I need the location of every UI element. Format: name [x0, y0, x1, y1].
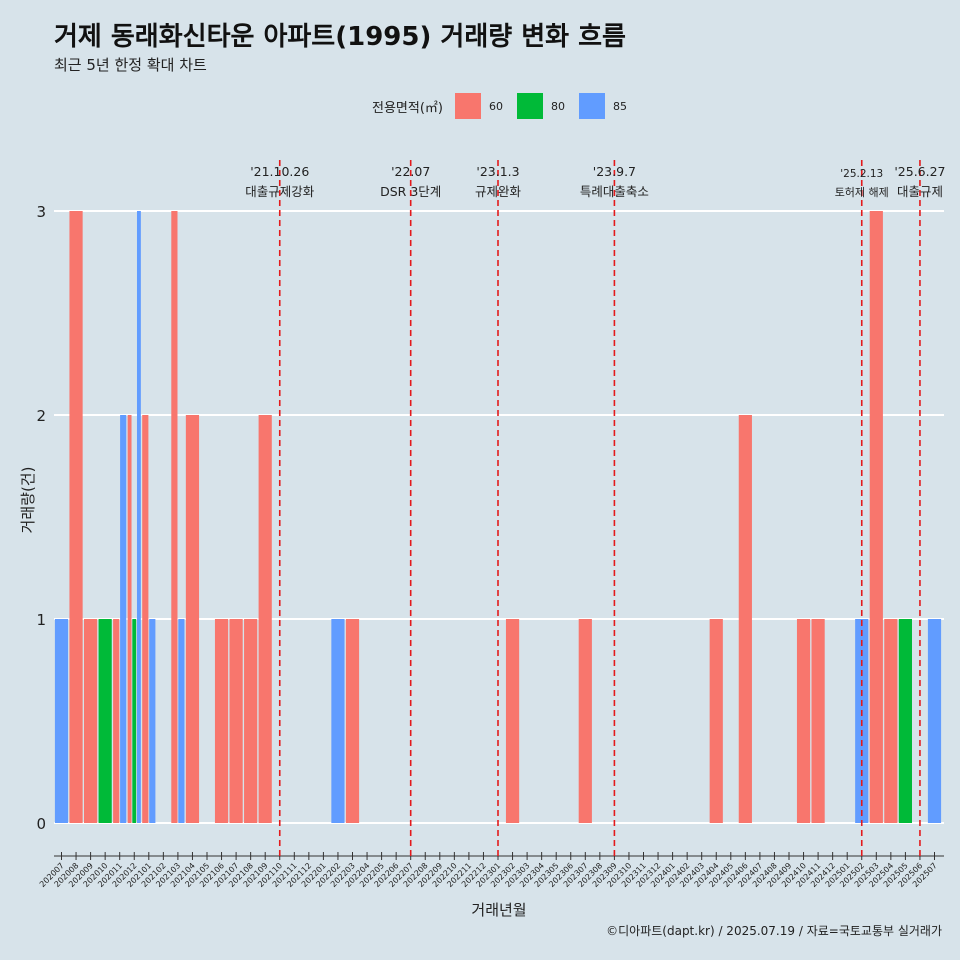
y-tick-label: 0: [36, 815, 46, 833]
bar-202106-60: [214, 619, 229, 823]
bar-202010-80: [98, 619, 112, 823]
legend-label-60: 60: [488, 99, 503, 113]
bar-202411-60: [811, 619, 825, 823]
event-date-label: '21.10.26: [250, 164, 309, 179]
bar-202007-85: [54, 619, 69, 823]
event-text-label: 규제완화: [475, 184, 522, 199]
legend-title: 전용면적(㎡): [372, 100, 443, 116]
bar-202404-60: [709, 619, 723, 823]
source-caption: ©디아파트(dapt.kr) / 2025.07.19 / 자료=국토교통부 실…: [606, 924, 942, 938]
event-text-label: 대출규제강화: [245, 184, 315, 199]
chart-title: 거제 동래화신타운 아파트(1995) 거래량 변화 흐름: [54, 22, 626, 52]
legend-label-85: 85: [612, 99, 627, 113]
bar-202406-60: [738, 415, 752, 823]
legend-item-60: 60: [454, 93, 503, 119]
y-tick-label: 1: [36, 611, 46, 629]
bar-202103-60: [171, 211, 178, 823]
legend-swatch-85: [578, 93, 605, 119]
legend-swatch-60: [454, 93, 481, 119]
event-date-label: '23.1.3: [476, 164, 519, 179]
bar-202101-85: [149, 619, 156, 823]
y-tick-label: 2: [36, 407, 46, 425]
bar-202108-60: [244, 619, 258, 823]
event-text-label: DSR 3단계: [380, 184, 441, 199]
y-tick-label: 3: [36, 203, 46, 221]
event-date-label: '22.07: [391, 164, 430, 179]
bar-202410-60: [796, 619, 811, 823]
bar-202503-60: [869, 211, 883, 823]
bar-202202-85: [331, 619, 345, 823]
bar-202012-60: [127, 415, 132, 823]
bar-202307-60: [578, 619, 592, 823]
bar-202012-80: [132, 619, 137, 823]
event-date-label: '23.9.7: [593, 164, 636, 179]
bar-202009-60: [84, 619, 98, 823]
bar-202101-60: [142, 415, 149, 823]
bar-202011-60: [113, 619, 120, 823]
event-date-label: '25.6.27: [894, 164, 945, 179]
legend-item-85: 85: [578, 93, 627, 119]
event-text-label: 대출규제: [897, 184, 943, 199]
bar-202104-60: [185, 415, 200, 823]
event-text-label: 토허제 해제: [835, 185, 889, 199]
bar-202504-60: [884, 619, 898, 823]
legend-label-80: 80: [550, 99, 565, 113]
event-date-label: '25.2.13: [840, 168, 883, 180]
bar-202203-60: [345, 619, 360, 823]
legend-swatch-80: [516, 93, 543, 119]
bar-202012-85: [136, 211, 141, 823]
legend-item-80: 80: [516, 93, 565, 119]
bar-202011-85: [120, 415, 127, 823]
bar-202109-60: [258, 415, 272, 823]
bar-202008-60: [69, 211, 83, 823]
legend: 전용면적(㎡) 60 80 85: [372, 93, 633, 119]
bar-202507-85: [927, 619, 942, 823]
chart-subtitle: 최근 5년 한정 확대 차트: [54, 56, 207, 74]
bar-202505-80: [898, 619, 912, 823]
bar-202302-60: [505, 619, 520, 823]
y-axis-label: 거래량(건): [19, 467, 37, 534]
bar-202103-85: [178, 619, 185, 823]
bar-202107-60: [229, 619, 243, 823]
event-text-label: 특례대출축소: [580, 184, 649, 199]
x-axis-label: 거래년월: [471, 901, 526, 919]
